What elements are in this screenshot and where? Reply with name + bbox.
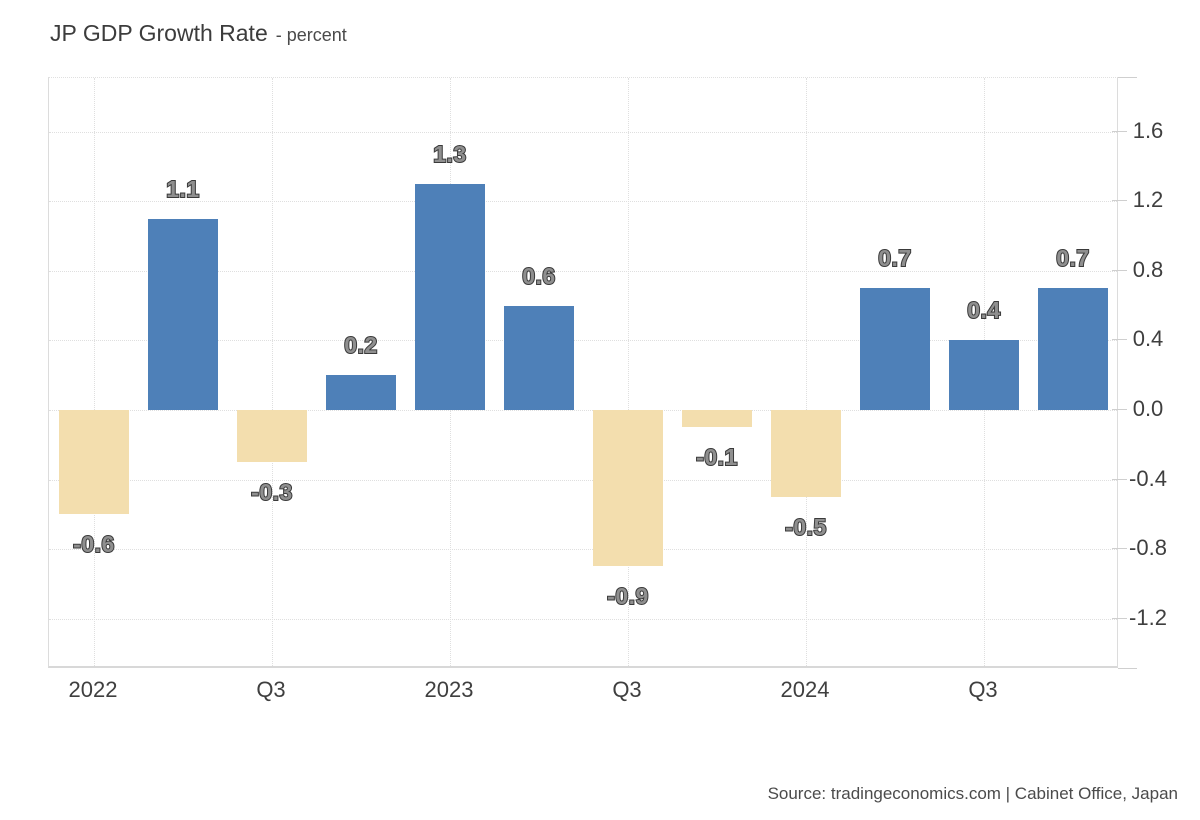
- y-axis-label: -1.2: [1129, 604, 1167, 630]
- y-axis-tick: [1112, 617, 1127, 619]
- bar[interactable]: [237, 410, 307, 463]
- y-axis-label: -0.8: [1129, 535, 1167, 561]
- bar-value-label: 0.7: [1055, 244, 1090, 272]
- y-axis-tick: [1112, 130, 1127, 132]
- y-axis-end-tick: [1118, 77, 1137, 78]
- gridline-vertical: [94, 78, 95, 666]
- gridline-vertical: [272, 78, 273, 666]
- x-axis-label: 2023: [424, 677, 474, 702]
- bar[interactable]: [682, 410, 752, 428]
- bar[interactable]: [326, 375, 396, 410]
- bar-value-label: 0.4: [966, 296, 1001, 324]
- y-axis-label: 1.6: [1132, 117, 1164, 143]
- bar-value-label: 1.1: [165, 175, 200, 203]
- bar[interactable]: [59, 410, 129, 515]
- bar[interactable]: [860, 288, 930, 410]
- bar[interactable]: [415, 184, 485, 410]
- gridline-horizontal: [49, 270, 1117, 272]
- y-axis-label: 1.2: [1132, 187, 1164, 213]
- gridline-vertical: [628, 78, 629, 666]
- gridline-horizontal: [49, 410, 1117, 411]
- gridline-horizontal: [49, 201, 1117, 203]
- chart-subtitle: - percent: [275, 25, 347, 45]
- bar-value-label: 0.7: [877, 244, 912, 272]
- x-axis-label: Q3: [612, 677, 642, 702]
- bar[interactable]: [771, 410, 841, 497]
- y-axis-tick: [1112, 478, 1127, 480]
- x-axis-label: 2024: [780, 677, 830, 702]
- bar-value-label: -0.6: [72, 530, 115, 558]
- y-axis-tick: [1112, 200, 1127, 202]
- y-axis-tick: [1112, 269, 1127, 271]
- y-axis-label: 0.8: [1132, 256, 1164, 282]
- y-axis-label: 0.4: [1132, 326, 1164, 352]
- y-axis-label: 0.0: [1132, 396, 1164, 421]
- bar[interactable]: [148, 218, 218, 410]
- y-axis-tick: [1112, 339, 1127, 341]
- bar-value-label: -0.9: [606, 582, 649, 610]
- x-axis-label: Q3: [256, 677, 286, 702]
- bar-value-label: -0.5: [784, 513, 827, 541]
- y-axis-end-tick: [1118, 668, 1137, 669]
- bar[interactable]: [1038, 288, 1108, 410]
- gridline-horizontal: [49, 131, 1117, 133]
- bar-value-label: 1.3: [432, 140, 467, 168]
- bar[interactable]: [949, 340, 1019, 410]
- gridline-horizontal: [49, 618, 1117, 620]
- bar[interactable]: [504, 305, 574, 410]
- bar-value-label: 0.2: [343, 331, 378, 359]
- plot-area: -0.6 1.1 -0.3 0.2 1.3 0.6 -0.9 -0.1 -0.5 0.7 0.4 0.…: [48, 77, 1118, 668]
- bar[interactable]: [593, 410, 663, 567]
- bar-value-label: -0.1: [695, 443, 738, 471]
- y-axis-tick: [1112, 548, 1127, 550]
- chart-header: JP GDP Growth Rate - percent: [50, 20, 347, 47]
- x-axis-label: Q3: [968, 677, 998, 702]
- bar-value-label: 0.6: [521, 262, 556, 290]
- source-attribution: Source: tradingeconomics.com | Cabinet O…: [767, 784, 1178, 803]
- gridline-horizontal: [49, 479, 1117, 481]
- gridline-horizontal: [49, 340, 1117, 342]
- bar-value-label: -0.3: [250, 478, 293, 506]
- y-axis-tick: [1112, 409, 1127, 410]
- gridline-vertical: [806, 78, 807, 666]
- x-axis-label: 2022: [68, 677, 118, 702]
- chart-title: JP GDP Growth Rate: [50, 20, 268, 46]
- y-axis-label: -0.4: [1129, 465, 1167, 491]
- gridline-horizontal: [49, 549, 1117, 551]
